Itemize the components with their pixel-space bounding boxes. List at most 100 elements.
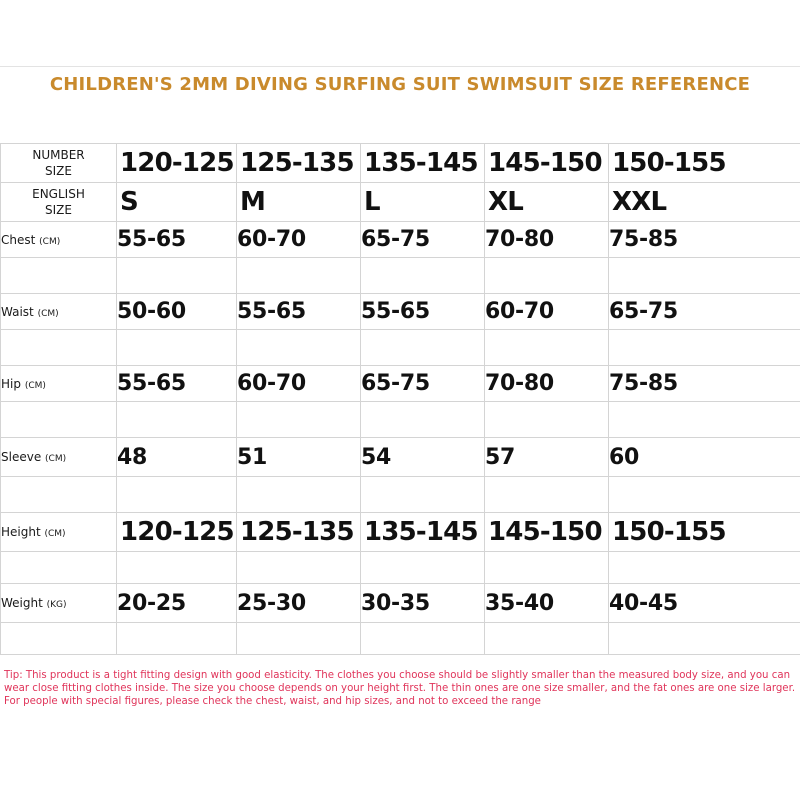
empty-cell xyxy=(0,476,117,513)
table-row-spacer xyxy=(0,257,800,294)
table-cell: 55-65 xyxy=(236,293,361,330)
table-cell: 55-65 xyxy=(360,293,485,330)
row-label: Height (CM) xyxy=(0,512,117,552)
empty-cell xyxy=(360,257,485,294)
row-label-unit: (CM) xyxy=(45,454,67,464)
table-cell: 120-125 xyxy=(116,512,237,552)
row-label-unit: (CM) xyxy=(44,529,66,539)
row-label-unit: (KG) xyxy=(46,600,67,610)
empty-cell xyxy=(608,329,800,366)
table-cell: 65-75 xyxy=(360,365,485,402)
table-cell: 145-150 xyxy=(484,512,609,552)
empty-cell xyxy=(484,551,609,584)
table-cell: 120-125 xyxy=(116,143,237,183)
row-label-line2: SIZE xyxy=(45,203,72,217)
row-label-line1: NUMBER xyxy=(32,148,85,162)
empty-cell xyxy=(360,329,485,366)
table-cell: 65-75 xyxy=(360,221,485,258)
table-cell: 60-70 xyxy=(236,365,361,402)
table-cell: 60-70 xyxy=(236,221,361,258)
empty-cell xyxy=(608,551,800,584)
row-label-text: Waist xyxy=(1,304,34,319)
empty-cell xyxy=(0,401,117,438)
empty-cell xyxy=(608,622,800,655)
table-row-english-size: ENGLISH SIZE S M L XL XXL xyxy=(0,182,800,222)
row-label-text: Chest xyxy=(1,232,36,247)
table-cell: 145-150 xyxy=(484,143,609,183)
empty-cell xyxy=(116,329,237,366)
empty-cell xyxy=(236,401,361,438)
row-label-line2: SIZE xyxy=(45,164,72,178)
table-cell: 125-135 xyxy=(236,512,361,552)
row-label-line1: ENGLISH xyxy=(32,187,85,201)
empty-cell xyxy=(116,476,237,513)
table-cell: 70-80 xyxy=(484,221,609,258)
table-cell: 125-135 xyxy=(236,143,361,183)
empty-cell xyxy=(116,622,237,655)
table-cell: 51 xyxy=(236,437,361,477)
table-cell: 60-70 xyxy=(484,293,609,330)
table-cell: 65-75 xyxy=(608,293,800,330)
empty-cell xyxy=(360,401,485,438)
row-label: Sleeve (CM) xyxy=(0,437,117,477)
row-label-text: Height xyxy=(1,525,41,539)
table-row-hip: Hip (CM) 55-65 60-70 65-75 70-80 75-85 xyxy=(0,365,800,402)
empty-cell xyxy=(484,401,609,438)
table-cell: 50-60 xyxy=(116,293,237,330)
table-cell: 30-35 xyxy=(360,583,485,623)
table-cell: 40-45 xyxy=(608,583,800,623)
table-row-height: Height (CM) 120-125 125-135 135-145 145-… xyxy=(0,512,800,552)
row-label: Weight (KG) xyxy=(0,583,117,623)
table-cell: 135-145 xyxy=(360,512,485,552)
table-cell: 150-155 xyxy=(608,512,800,552)
table-row-spacer xyxy=(0,329,800,366)
row-label: Chest (CM) xyxy=(0,221,117,258)
size-chart-table: NUMBER SIZE 120-125 125-135 135-145 145-… xyxy=(0,143,800,655)
row-label: NUMBER SIZE xyxy=(0,143,117,183)
table-row-weight: Weight (KG) 20-25 25-30 30-35 35-40 40-4… xyxy=(0,583,800,623)
table-row-sleeve: Sleeve (CM) 48 51 54 57 60 xyxy=(0,437,800,477)
empty-cell xyxy=(484,329,609,366)
table-row-spacer xyxy=(0,476,800,513)
table-cell: 75-85 xyxy=(608,365,800,402)
table-cell: 48 xyxy=(116,437,237,477)
empty-cell xyxy=(484,476,609,513)
table-cell: 55-65 xyxy=(116,365,237,402)
table-cell: 75-85 xyxy=(608,221,800,258)
table-cell: 20-25 xyxy=(116,583,237,623)
table-row-spacer xyxy=(0,551,800,584)
table-row-spacer xyxy=(0,622,800,655)
table-row-chest: Chest (CM) 55-65 60-70 65-75 70-80 75-85 xyxy=(0,221,800,258)
row-label-unit: (CM) xyxy=(37,308,59,319)
empty-cell xyxy=(0,329,117,366)
empty-cell xyxy=(0,551,117,584)
empty-cell xyxy=(484,257,609,294)
table-cell: XXL xyxy=(608,182,800,222)
row-label-text: Hip xyxy=(1,376,21,391)
empty-cell xyxy=(0,622,117,655)
row-label-text: Sleeve xyxy=(1,450,42,464)
empty-cell xyxy=(236,257,361,294)
empty-cell xyxy=(236,551,361,584)
empty-cell xyxy=(116,551,237,584)
table-cell: 150-155 xyxy=(608,143,800,183)
table-cell: 135-145 xyxy=(360,143,485,183)
row-label-unit: (CM) xyxy=(39,236,61,247)
table-row-number-size: NUMBER SIZE 120-125 125-135 135-145 145-… xyxy=(0,143,800,183)
page-title: CHILDREN'S 2MM DIVING SURFING SUIT SWIMS… xyxy=(49,74,751,95)
empty-cell xyxy=(484,622,609,655)
empty-cell xyxy=(116,257,237,294)
table-row-waist: Waist (CM) 50-60 55-65 55-65 60-70 65-75 xyxy=(0,293,800,330)
row-label: Hip (CM) xyxy=(0,365,117,402)
empty-cell xyxy=(236,476,361,513)
empty-cell xyxy=(360,551,485,584)
top-divider xyxy=(0,66,800,67)
empty-cell xyxy=(236,329,361,366)
empty-cell xyxy=(608,401,800,438)
empty-cell xyxy=(116,401,237,438)
table-cell: 70-80 xyxy=(484,365,609,402)
table-cell: 55-65 xyxy=(116,221,237,258)
empty-cell xyxy=(360,476,485,513)
table-cell: 25-30 xyxy=(236,583,361,623)
tip-note: Tip: This product is a tight fitting des… xyxy=(4,670,796,707)
